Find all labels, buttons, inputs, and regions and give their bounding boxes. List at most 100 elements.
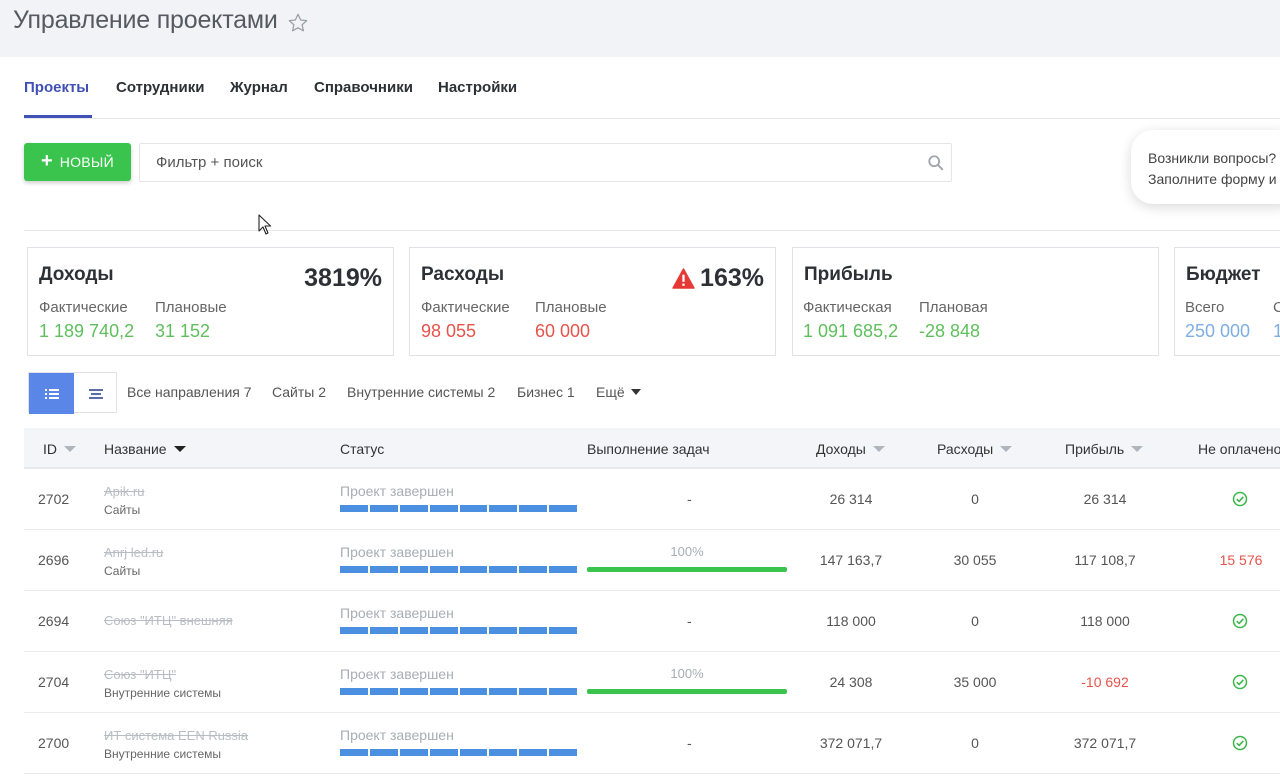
tab-journal[interactable]: Журнал [230, 79, 288, 96]
status-progress-bar [340, 566, 577, 573]
column-unpaid[interactable]: Не оплачено [1198, 441, 1280, 457]
main-tabs: Проекты Сотрудники Журнал Справочники На… [24, 57, 1280, 119]
plus-icon: + [41, 150, 53, 172]
tab-projects[interactable]: Проекты [24, 79, 90, 96]
row-direction: Сайты [104, 564, 141, 578]
row-project-name[interactable]: Союз "ИТЦ" внешняя [104, 613, 233, 628]
row-project-name[interactable]: ИТ система EEN Russia [104, 728, 249, 743]
row-id: 2704 [38, 674, 70, 690]
help-bubble[interactable]: Возникли вопросы? Заполните форму и [1131, 130, 1280, 204]
card-title: Бюджет [1186, 264, 1261, 285]
row-profit: 26 314 [1083, 491, 1127, 507]
paid-check-icon [1232, 491, 1248, 507]
new-button-label: НОВЫЙ [59, 154, 114, 170]
sort-icon [872, 446, 885, 452]
column-expenses-label: Расходы [937, 441, 994, 457]
card-plan-value: -28 848 [919, 321, 981, 341]
row-tasks: 100% [670, 666, 704, 681]
row-tasks: - [687, 735, 692, 751]
card-plan-label: Плановые [155, 299, 227, 316]
sort-icon [1131, 446, 1144, 452]
star-outline-icon[interactable] [287, 12, 309, 34]
row-project-name[interactable]: Apik.ru [104, 484, 145, 499]
row-status: Проект завершен [340, 727, 454, 743]
row-status: Проект завершен [340, 483, 454, 499]
row-tasks: 100% [670, 544, 704, 559]
column-tasks[interactable]: Выполнение задач [587, 441, 710, 457]
search-icon[interactable] [927, 154, 945, 172]
card-percent: 3819% [304, 264, 382, 292]
status-progress-bar [340, 627, 577, 634]
column-income[interactable]: Доходы [816, 441, 885, 457]
card-plan-value: 60 000 [535, 321, 591, 341]
card-actual-label: Фактические [421, 299, 510, 316]
income-card: Доходы 3819% Фактические Плановые 1 189 … [27, 247, 394, 356]
filter-more[interactable]: Ещё [596, 384, 641, 400]
task-progress-bar [587, 689, 787, 694]
row-expenses: 0 [971, 613, 979, 629]
card-plan-value: 1 [1273, 321, 1280, 342]
tab-directories[interactable]: Справочники [314, 79, 413, 96]
row-income: 26 314 [829, 491, 873, 507]
filter-internal[interactable]: Внутренние системы 2 [347, 384, 496, 400]
budget-card: Бюджет Всего С 250 000 1 [1174, 247, 1280, 356]
paid-check-icon [1232, 674, 1248, 690]
compact-view-button[interactable] [74, 373, 118, 414]
filter-all[interactable]: Все направления 7 [127, 384, 252, 400]
sort-icon [64, 446, 76, 452]
view-toggle [28, 372, 118, 414]
chevron-down-icon [630, 389, 641, 395]
column-status[interactable]: Статус [340, 441, 385, 457]
column-name[interactable]: Название [104, 441, 186, 457]
new-project-button[interactable]: + НОВЫЙ [24, 143, 131, 181]
card-actual-value: 98 055 [421, 321, 477, 341]
table-row[interactable]: 2704 Союз "ИТЦ" Внутренние системы Проек… [24, 652, 1280, 713]
row-profit: 117 108,7 [1074, 552, 1136, 568]
sort-icon [1000, 446, 1013, 452]
table-row[interactable]: 2694 Союз "ИТЦ" внешняя Проект завершен … [24, 591, 1280, 652]
card-actual-value: 1 189 740,2 [39, 321, 135, 341]
column-profit-label: Прибыль [1065, 441, 1125, 457]
search-input[interactable] [140, 144, 920, 181]
row-expenses: 35 000 [953, 674, 997, 690]
table-row[interactable]: 2702 Apik.ru Сайты Проект завершен - 26 … [24, 469, 1280, 530]
paid-check-icon [1232, 613, 1248, 629]
card-plan-value: 31 152 [155, 321, 211, 341]
column-expenses[interactable]: Расходы [937, 441, 1013, 457]
tab-settings[interactable]: Настройки [438, 79, 518, 96]
row-expenses: 0 [971, 735, 979, 751]
paid-check-icon [1232, 735, 1248, 751]
row-direction: Сайты [104, 503, 141, 517]
help-line-1: Возникли вопросы? [1148, 150, 1277, 166]
table-row[interactable]: 2700 ИТ система EEN Russia Внутренние си… [24, 713, 1280, 774]
row-income: 24 308 [829, 674, 873, 690]
column-profit[interactable]: Прибыль [1065, 441, 1144, 457]
row-status: Проект завершен [340, 666, 454, 682]
table-header: ID Название Статус Выполнение задач Дохо… [24, 428, 1280, 469]
top-bar: Управление проектами [0, 0, 1280, 57]
filter-business[interactable]: Бизнес 1 [517, 384, 575, 400]
row-direction: Внутренние системы [104, 747, 222, 761]
row-income: 147 163,7 [819, 552, 883, 568]
row-id: 2696 [38, 552, 70, 568]
table-row[interactable]: 2696 Anrj led.ru Сайты Проект завершен 1… [24, 530, 1280, 591]
row-id: 2700 [38, 735, 70, 751]
status-progress-bar [340, 688, 577, 695]
card-plan-label: С [1273, 299, 1280, 316]
card-plan-label: Плановая [919, 299, 988, 316]
column-id-label: ID [43, 441, 57, 457]
column-id[interactable]: ID [43, 441, 76, 457]
row-tasks: - [687, 491, 692, 507]
sort-active-icon [173, 446, 186, 452]
tab-employees[interactable]: Сотрудники [116, 79, 205, 96]
filter-sites[interactable]: Сайты 2 [272, 384, 327, 400]
row-project-name[interactable]: Союз "ИТЦ" [104, 667, 177, 682]
row-direction: Внутренние системы [104, 686, 222, 700]
list-view-button[interactable] [29, 373, 74, 414]
row-profit: 372 071,7 [1073, 735, 1137, 751]
card-actual-label: Фактическая [803, 299, 892, 316]
card-plan-label: Плановые [535, 299, 607, 316]
row-project-name[interactable]: Anrj led.ru [104, 545, 164, 560]
column-name-label: Название [104, 441, 167, 457]
row-status: Проект завершен [340, 544, 454, 560]
